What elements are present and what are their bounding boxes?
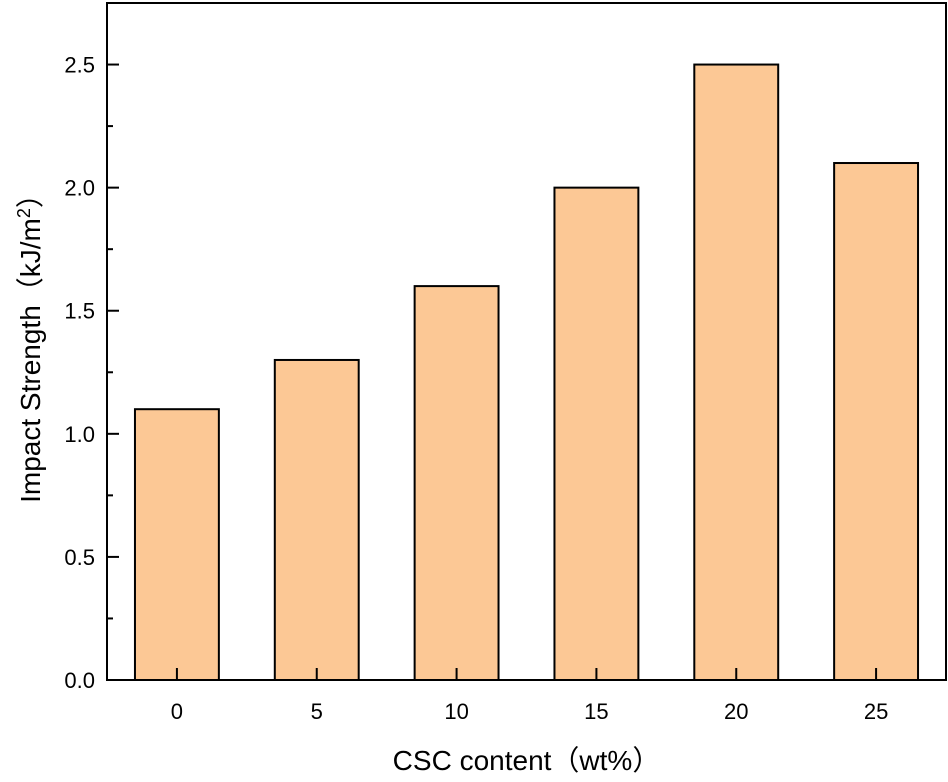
y-tick-label-0.0: 0.0: [64, 668, 95, 693]
y-axis-title-main: Impact Strength（kJ/m: [15, 218, 46, 503]
bars-group: [133, 63, 920, 682]
x-tick-label-15: 15: [584, 699, 608, 724]
ticks-group: [107, 63, 878, 681]
x-axis-title: CSC content（wt%）: [393, 745, 661, 776]
x-tick-label-10: 10: [444, 699, 468, 724]
bar-20: [693, 63, 780, 681]
tick-labels-group: 0 5 10 15 20 25 0.0 0.5 1.0 1.5 2.0 2.5: [64, 53, 888, 724]
y-axis-title: Impact Strength（kJ/m2）: [14, 180, 46, 503]
x-tick-label-0: 0: [171, 699, 183, 724]
bar-15: [553, 186, 640, 682]
y-axis-title-superscript: 2: [14, 208, 34, 218]
bar-25: [833, 162, 920, 681]
bar-5: [273, 358, 360, 681]
x-tick-label-20: 20: [724, 699, 748, 724]
y-tick-label-1.5: 1.5: [64, 299, 95, 324]
x-tick-label-5: 5: [311, 699, 323, 724]
x-tick-label-25: 25: [864, 699, 888, 724]
y-tick-label-2.5: 2.5: [64, 53, 95, 78]
y-tick-label-1.0: 1.0: [64, 422, 95, 447]
y-tick-label-2.0: 2.0: [64, 176, 95, 201]
y-tick-label-0.5: 0.5: [64, 545, 95, 570]
bar-10: [413, 285, 500, 681]
plot-frame: [106, 2, 947, 681]
bar-0: [133, 408, 220, 681]
y-axis-title-end: ）: [15, 180, 46, 208]
